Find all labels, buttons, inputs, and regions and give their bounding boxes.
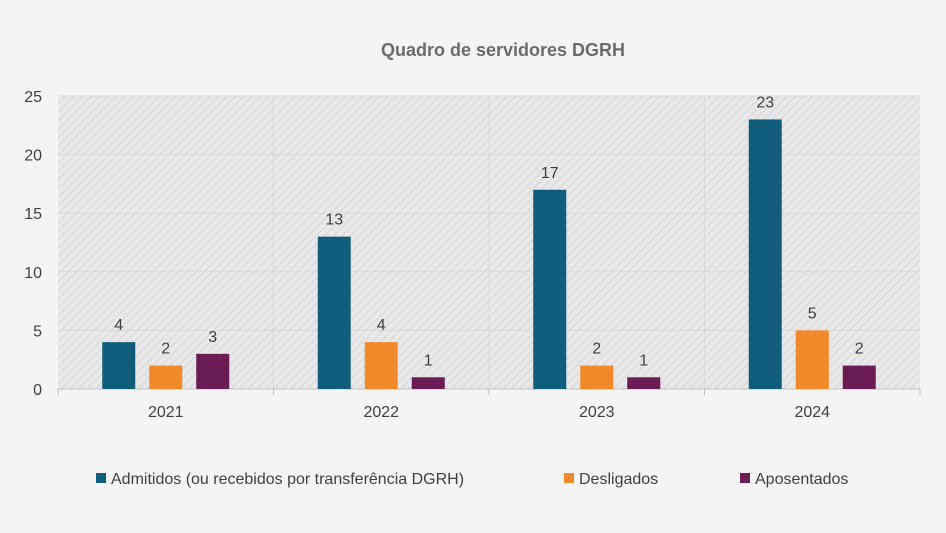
data-label: 2 bbox=[592, 341, 601, 358]
data-label: 3 bbox=[208, 329, 217, 346]
chart-title: Quadro de servidores DGRH bbox=[381, 40, 625, 60]
legend-swatch bbox=[564, 473, 574, 483]
bar bbox=[411, 377, 445, 389]
legend-label: Desligados bbox=[579, 471, 658, 488]
x-axis: 2021 2022 2023 2024 bbox=[148, 404, 830, 421]
legend-swatch bbox=[740, 473, 750, 483]
bar bbox=[102, 342, 136, 389]
bar bbox=[580, 365, 614, 389]
data-label: 4 bbox=[114, 317, 123, 334]
x-tick-label: 2021 bbox=[148, 404, 184, 421]
x-tick-label: 2024 bbox=[794, 404, 830, 421]
data-label: 4 bbox=[377, 317, 386, 334]
y-tick-label: 5 bbox=[33, 323, 42, 340]
y-tick-label: 10 bbox=[24, 265, 42, 282]
bar bbox=[196, 353, 230, 389]
legend-label: Admitidos (ou recebidos por transferênci… bbox=[111, 471, 464, 488]
legend-label: Aposentados bbox=[755, 471, 848, 488]
data-label: 5 bbox=[808, 305, 817, 322]
bar bbox=[364, 342, 398, 389]
data-label: 1 bbox=[424, 352, 433, 369]
legend: Admitidos (ou recebidos por transferênci… bbox=[96, 471, 848, 488]
legend-swatch bbox=[96, 473, 106, 483]
data-label: 1 bbox=[639, 352, 648, 369]
x-tick-label: 2022 bbox=[363, 404, 399, 421]
bar bbox=[317, 236, 351, 389]
y-tick-label: 0 bbox=[33, 382, 42, 399]
y-axis: 0 5 10 15 20 25 bbox=[24, 89, 42, 399]
data-label: 2 bbox=[161, 341, 170, 358]
bar bbox=[748, 119, 782, 389]
data-label: 17 bbox=[541, 165, 559, 182]
bar bbox=[149, 365, 183, 389]
bar bbox=[795, 330, 829, 389]
y-tick-label: 15 bbox=[24, 206, 42, 223]
y-tick-label: 20 bbox=[24, 148, 42, 165]
bar bbox=[627, 377, 661, 389]
bar bbox=[842, 365, 876, 389]
bar bbox=[533, 189, 567, 389]
data-label: 13 bbox=[325, 212, 343, 229]
data-label: 2 bbox=[855, 341, 864, 358]
y-tick-label: 25 bbox=[24, 89, 42, 106]
data-label: 23 bbox=[756, 94, 774, 111]
x-tick-label: 2023 bbox=[579, 404, 615, 421]
bars bbox=[102, 119, 876, 389]
